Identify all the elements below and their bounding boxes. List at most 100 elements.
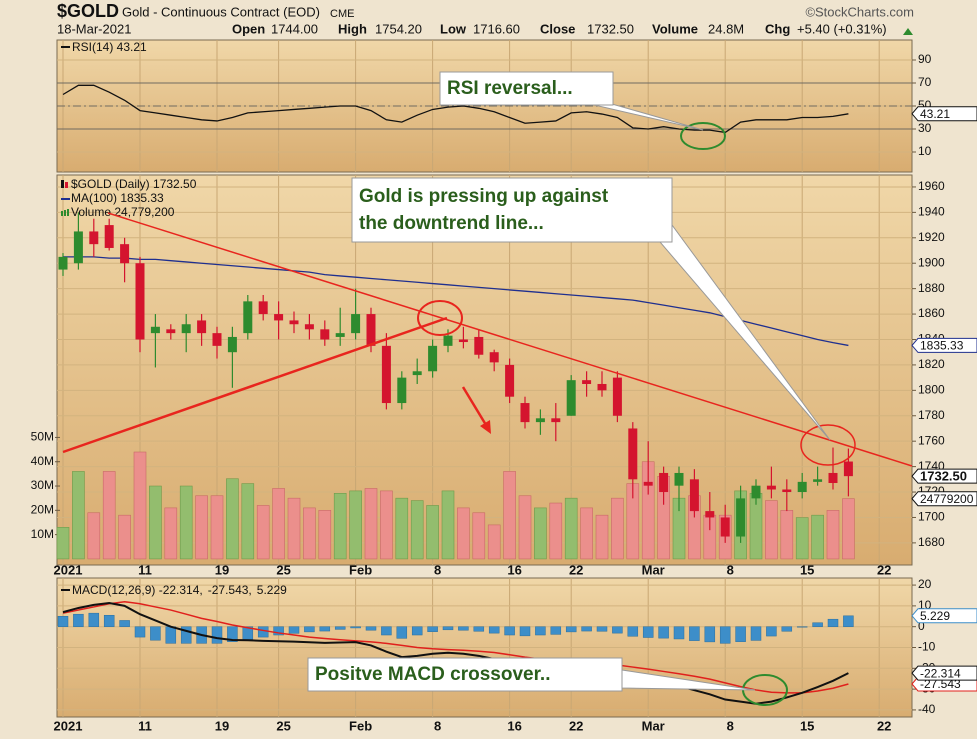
field-value: 24.8M [708, 21, 744, 36]
x-tick-label: 19 [215, 718, 229, 733]
candle-body [120, 244, 130, 264]
downtrend-line [107, 212, 913, 467]
value-marker [911, 106, 977, 122]
value-marker [911, 608, 977, 624]
candle-body [705, 511, 715, 518]
candle-body [828, 472, 838, 484]
candle-body [320, 329, 330, 340]
histogram-bar [57, 616, 69, 627]
candle-body [197, 320, 207, 334]
candle-body [813, 479, 823, 482]
histogram-bar [550, 626, 562, 635]
x-tick-label: 15 [800, 718, 814, 733]
candle-body [720, 517, 730, 537]
x-tick-label: 25 [276, 562, 290, 577]
candle-body [335, 333, 345, 337]
field-label: Close [540, 21, 575, 36]
volume-bar [426, 505, 439, 560]
legend-label: -27.543, [208, 583, 252, 597]
histogram-bar [257, 626, 269, 638]
histogram-bar [519, 626, 531, 637]
y-tick-label: 20 [918, 577, 932, 591]
candle-body [520, 403, 530, 423]
volume-bar [149, 485, 162, 560]
callout-box [351, 177, 673, 243]
histogram-bar [766, 626, 777, 637]
candle-body [797, 481, 807, 493]
y2-tick-label: 20M [31, 502, 54, 516]
histogram-bar [319, 626, 331, 632]
histogram-bar [273, 626, 284, 636]
y-tick-label: 1860 [918, 306, 945, 320]
x-tick-label: 8 [434, 562, 441, 577]
candle-body [489, 352, 499, 363]
value-marker [911, 337, 977, 353]
field-value: 1732.50 [587, 21, 634, 36]
volume-bar [102, 471, 116, 560]
histogram-bar [381, 626, 392, 636]
volume-bar [457, 507, 470, 560]
histogram-bar [535, 626, 546, 636]
candle-body [258, 301, 268, 315]
y-tick-label: 90 [918, 52, 932, 66]
volume-bar [380, 490, 393, 560]
legend-label: MA(100) 1835.33 [71, 191, 164, 205]
volume-bar [118, 514, 131, 560]
histogram-bar [689, 626, 700, 641]
x-tick-label: 8 [727, 718, 734, 733]
y2-tick-label: 30M [31, 478, 54, 492]
histogram-bar [473, 626, 485, 632]
field-value: 1744.00 [271, 21, 318, 36]
annotations: RSI reversal... Gold is pressing up agai… [62, 71, 913, 706]
histogram-bar [119, 620, 130, 627]
volume-bar [318, 510, 332, 560]
y-tick-label: 1920 [918, 230, 945, 244]
candle-body [73, 231, 83, 264]
x-tick-label: 16 [507, 562, 521, 577]
candle-body [89, 231, 99, 245]
y-tick-label: 1800 [918, 383, 945, 397]
histogram-bar [396, 626, 408, 639]
volume-bar [195, 495, 208, 560]
histogram-bar [627, 626, 639, 637]
volume-bar [410, 500, 424, 560]
value-marker-label: 5.229 [920, 609, 950, 623]
histogram-bar [781, 626, 793, 632]
legend-icon [61, 180, 64, 188]
y-tick-label: 1700 [918, 510, 945, 524]
y-tick-label: 1880 [918, 281, 945, 295]
candle-body [597, 383, 607, 391]
histogram-bar [735, 626, 746, 642]
volume-bar [133, 451, 147, 560]
histogram-bar [796, 626, 808, 628]
x-tick-label: Mar [642, 562, 665, 577]
histogram-bar [612, 626, 623, 634]
histogram-bar [488, 626, 500, 634]
volume-bar [56, 527, 70, 560]
x-tick-label: 2021 [54, 562, 83, 577]
change-icon [903, 28, 913, 35]
volume-bar [842, 498, 855, 560]
volume-bar [272, 488, 285, 560]
x-tick-label: 8 [434, 718, 441, 733]
line [63, 256, 849, 347]
histogram-bar [719, 626, 731, 644]
y-tick-label: 1760 [918, 433, 945, 447]
legend-label: MACD(12,26,9) -22.314, [72, 583, 203, 597]
field-label: High [338, 21, 367, 36]
candle-body [674, 472, 684, 486]
field-label: Low [440, 21, 467, 36]
histogram-bar [504, 626, 515, 636]
field-label: Open [232, 21, 265, 36]
histogram-bar [365, 626, 377, 631]
histogram-bar [827, 618, 839, 627]
histogram-bar [150, 626, 161, 641]
y-tick-label: 10 [918, 144, 932, 158]
candle-body [535, 418, 545, 423]
legend-label: Volume 24,779,200 [71, 205, 175, 219]
candle-body [782, 489, 792, 493]
volume-bar [241, 483, 255, 560]
line [62, 84, 849, 134]
date: 18-Mar-2021 [57, 21, 131, 36]
